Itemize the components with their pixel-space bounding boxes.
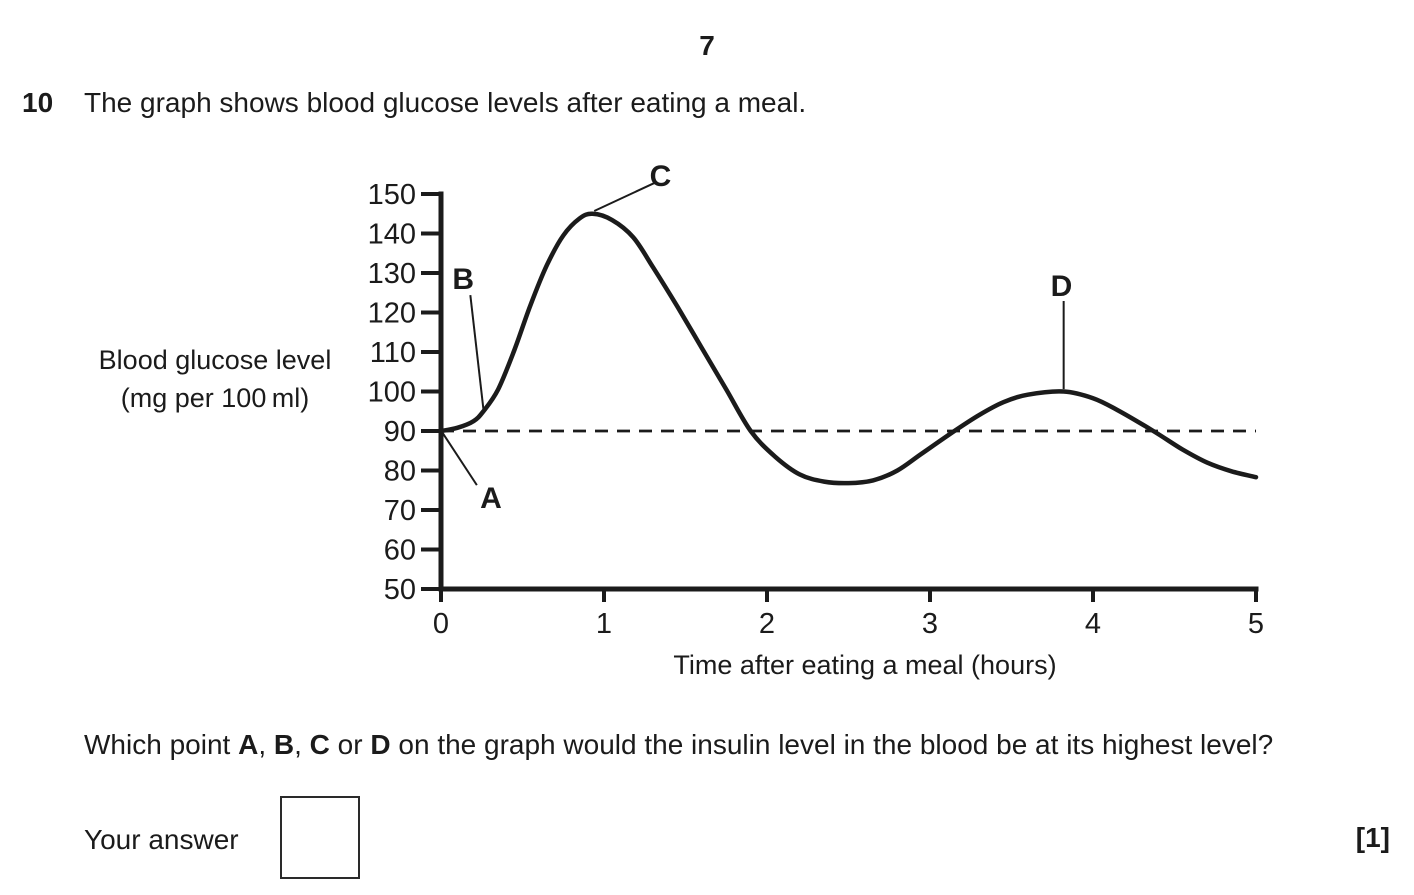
y-tick-label: 140 [368, 219, 416, 251]
annotation-label-C: C [650, 160, 672, 193]
y-tick-label: 80 [384, 456, 416, 488]
answer-box[interactable] [280, 796, 360, 879]
question-point-ref: C [309, 729, 330, 760]
x-tick-label: 5 [1248, 608, 1264, 640]
y-tick-label: 100 [368, 377, 416, 409]
question-text-run: Which point [84, 729, 239, 760]
annotation-label-B: B [452, 263, 474, 296]
question-number: 10 [22, 87, 54, 118]
page-number: 7 [699, 30, 715, 61]
annotation-leader-B [469, 295, 485, 409]
question-text-run: or [329, 729, 371, 760]
x-axis-title: Time after eating a meal (hours) [673, 650, 1057, 680]
question-text-run: , [294, 729, 310, 760]
y-tick-label: 150 [368, 179, 416, 211]
y-tick-label: 70 [384, 495, 416, 527]
y-tick-label: 90 [384, 416, 416, 448]
y-axis-title-line1: Blood glucose level [98, 345, 332, 375]
glucose-chart: 50 60 70 80 90 100 110 120 130 140 150 0 1 2 3 4 5 A B C D [368, 160, 1264, 640]
y-axis-title-line2: (mg per 100 ml) [120, 383, 310, 413]
x-tick-label: 4 [1085, 608, 1101, 640]
y-tick-label: 120 [368, 298, 416, 330]
question-intro: The graph shows blood glucose levels aft… [84, 87, 807, 118]
y-axis-title: Blood glucose level (mg per 100 ml) [40, 341, 390, 417]
question-text-run: , [258, 729, 274, 760]
question-text-run: on the graph would the insulin level in … [390, 729, 1274, 760]
annotation-leader-A [441, 432, 478, 486]
x-tick-label: 0 [433, 608, 449, 640]
question-text: Which point A, B, C or D on the graph wo… [84, 728, 1273, 762]
x-tick-label: 2 [759, 608, 775, 640]
x-tick-label: 3 [922, 608, 938, 640]
answer-label: Your answer [84, 824, 239, 855]
marks-badge: [1] [1355, 822, 1390, 853]
question-point-ref: A [238, 729, 259, 760]
annotation-label-D: D [1051, 270, 1073, 303]
y-tick-label: 110 [370, 337, 416, 369]
x-tick-label: 1 [596, 608, 612, 640]
annotation-leader-C [593, 182, 655, 212]
y-tick-label: 130 [368, 258, 416, 290]
question-point-ref: D [370, 729, 391, 760]
annotation-label-A: A [480, 482, 502, 515]
question-point-ref: B [273, 729, 295, 760]
y-tick-label: 60 [384, 535, 416, 567]
glucose-curve [438, 211, 1259, 486]
y-tick-label: 50 [384, 574, 416, 606]
axes [438, 191, 1259, 592]
